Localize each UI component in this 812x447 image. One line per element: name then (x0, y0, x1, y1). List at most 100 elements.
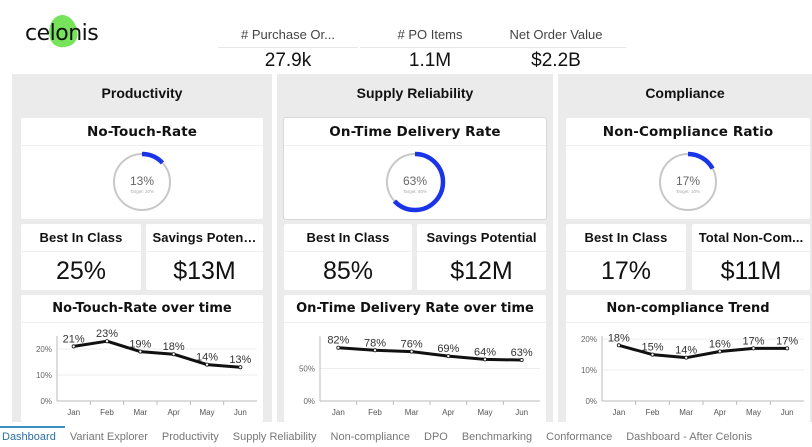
tile-label: Best In Class (21, 224, 141, 252)
data-point (717, 349, 722, 354)
y-tick-label: 10% (581, 366, 597, 375)
data-label: 69% (437, 343, 459, 355)
data-point (785, 346, 790, 351)
x-tick-label: Jan (67, 408, 80, 417)
kpi-tile[interactable]: Best In Class 85% (284, 224, 412, 290)
line-chart-card[interactable]: No-Touch-Rate over time 0% 10% 20% Jan Feb Mar… (21, 295, 263, 422)
tab-supply-reliability[interactable]: Supply Reliability (232, 431, 317, 443)
kpi-tile[interactable]: Total Non-Com... $11M (692, 224, 810, 290)
gauge-ring: 63%Target: 80% (384, 151, 446, 213)
data-point (238, 365, 243, 370)
tab-productivity[interactable]: Productivity (161, 431, 219, 443)
y-tick-label: 0% (303, 397, 315, 406)
data-label: 64% (474, 346, 496, 358)
kpi-tile[interactable]: Best In Class 17% (566, 224, 686, 290)
x-tick-label: Jan (332, 408, 345, 417)
line-chart: 0% 50% Jan Feb Mar Apr May Jun 82% 78% 76% 69% 64% 63… (299, 335, 540, 417)
data-point (204, 362, 209, 367)
gauge-ring: 13%Target: 20% (111, 151, 173, 213)
gauge-target-label: Target: 20% (130, 189, 154, 194)
data-label: 78% (364, 337, 386, 349)
x-tick-label: Jan (612, 408, 625, 417)
data-point (138, 349, 143, 354)
x-tick-label: Feb (368, 408, 382, 417)
data-point (616, 343, 621, 348)
kpi-purchase-orders[interactable]: # Purchase Or... 27.9k (218, 24, 358, 74)
tile-value: $13M (173, 257, 236, 285)
kpi-value: $2.2B (531, 50, 581, 71)
tile-value: 17% (600, 257, 652, 285)
chart-title: On-Time Delivery Rate over time (284, 295, 546, 323)
section-title: Compliance (645, 85, 725, 101)
section-supply-reliability: Supply Reliability On-Time Delivery Rate 6… (277, 74, 553, 422)
line-chart-card[interactable]: On-Time Delivery Rate over time 0% 50% Jan F… (284, 295, 546, 422)
tab-benchmarking[interactable]: Benchmarking (461, 431, 533, 443)
y-tick-label: 10% (36, 371, 52, 380)
tab-dpo[interactable]: DPO (424, 431, 448, 443)
line-chart-card[interactable]: Non-compliance Trend 0% 10% 20% Jan Feb Mar Apr… (566, 295, 810, 422)
gauge-card-supply-reliability[interactable]: On-Time Delivery Rate 63% Target: 80% (284, 118, 546, 219)
tile-label: Best In Class (566, 224, 686, 252)
kpi-tile[interactable]: Savings Poten… $13M (146, 224, 263, 290)
data-point (409, 349, 414, 354)
data-point (751, 346, 756, 351)
gauge-value-label: 17% (676, 174, 700, 188)
y-tick-label: 20% (36, 345, 52, 354)
gauge: 13% Target: 20% (21, 146, 263, 218)
tile-value: 85% (322, 257, 374, 285)
data-label: 16% (709, 338, 731, 350)
x-tick-label: May (477, 408, 492, 417)
tile-label: Savings Potential (417, 224, 546, 252)
tab-conformance[interactable]: Conformance (546, 431, 613, 443)
line-chart: 0% 10% 20% Jan Feb Mar Apr May Jun 18% 15% 14% 16% 17… (581, 332, 804, 417)
series-line (618, 343, 788, 360)
data-point (519, 358, 524, 363)
gauge-card-productivity[interactable]: No-Touch-Rate 13% Target: 20% (21, 118, 263, 219)
tile-label: Total Non-Com... (692, 224, 810, 252)
tile-value: $11M (720, 257, 782, 285)
x-tick-label: Feb (646, 408, 660, 417)
data-label: 14% (675, 345, 697, 357)
section-title: Supply Reliability (356, 85, 474, 101)
kpi-tile[interactable]: Savings Potential $12M (417, 224, 546, 290)
tab-variant-explorer[interactable]: Variant Explorer (69, 431, 148, 443)
logo-text: celonis (25, 21, 99, 46)
tile-value: $12M (450, 257, 513, 285)
kpi-label: # Purchase Or... (218, 24, 358, 48)
chart-title: Non-compliance Trend (566, 295, 810, 323)
data-label: 18% (608, 332, 630, 344)
data-label: 21% (63, 333, 85, 345)
kpi-net-order-value[interactable]: Net Order Value $2.2B (486, 24, 626, 74)
section-productivity: Productivity No-Touch-Rate 13% Target: 20% B… (12, 74, 272, 422)
gauge: 63% Target: 80% (284, 146, 546, 218)
gauge-title: No-Touch-Rate (21, 118, 263, 146)
data-point (336, 345, 341, 350)
tab-dashboard[interactable]: Dashboard (0, 426, 65, 447)
gauge-target-label: Target: 10% (676, 189, 700, 194)
data-label: 17% (742, 335, 764, 347)
x-tick-label: Mar (405, 408, 419, 417)
data-point (650, 352, 655, 357)
gauge-card-compliance[interactable]: Non-Compliance Ratio 17% Target: 10% (566, 118, 810, 219)
data-label: 13% (229, 354, 251, 366)
gauge-ring: 17%Target: 10% (657, 151, 719, 213)
data-label: 82% (327, 335, 349, 347)
data-point (71, 344, 76, 349)
gauge-value-label: 63% (403, 174, 427, 188)
x-tick-label: May (199, 408, 214, 417)
kpi-po-items[interactable]: # PO Items 1.1M (360, 24, 500, 74)
tab-dashboard-after-celonis[interactable]: Dashboard - After Celonis (626, 431, 753, 443)
tab-non-compliance[interactable]: Non-compliance (330, 431, 410, 443)
series-line (73, 339, 241, 369)
data-label: 23% (96, 328, 118, 340)
data-label: 63% (511, 347, 533, 359)
sheet-tabs: Dashboard Variant Explorer Productivity Sup… (0, 426, 812, 447)
gauge-value-label: 13% (130, 174, 154, 188)
section-compliance: Compliance Non-Compliance Ratio 17% Target:… (558, 74, 812, 422)
data-label: 14% (196, 352, 218, 364)
data-point (105, 339, 110, 344)
line-chart: 0% 10% 20% Jan Feb Mar Apr May Jun 21% 23% 19% 18% 14… (36, 328, 257, 417)
kpi-tile[interactable]: Best In Class 25% (21, 224, 141, 290)
data-label: 17% (776, 335, 798, 347)
